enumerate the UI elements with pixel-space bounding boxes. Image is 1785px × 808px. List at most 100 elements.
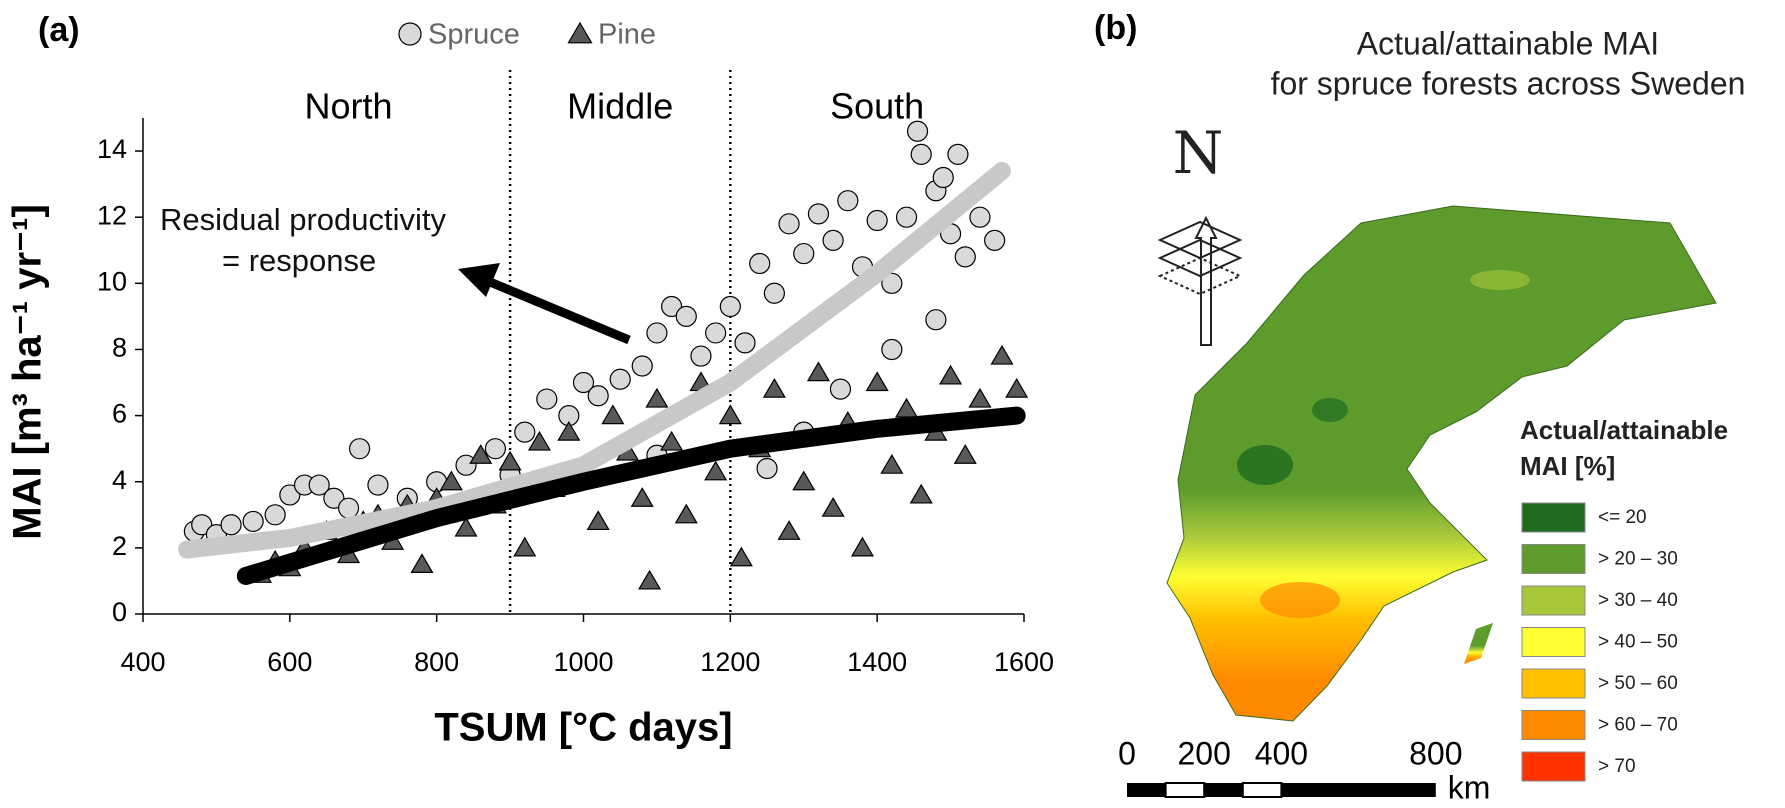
spruce-point: [191, 514, 213, 536]
spruce-point: [734, 332, 756, 354]
pine-point: [513, 536, 537, 557]
spruce-point: [323, 487, 345, 509]
y-tick-label: 8: [112, 333, 127, 363]
spruce-point: [925, 309, 947, 331]
spruce-point: [367, 474, 389, 496]
spruce-point: [572, 371, 595, 394]
legend-title: Actual/attainable: [1520, 415, 1728, 445]
pine-point: [880, 454, 904, 474]
spruce-point: [866, 209, 888, 232]
pine-point: [718, 404, 742, 425]
x-tick-label: 1000: [553, 647, 613, 677]
pine-point: [454, 516, 478, 537]
x-tick-label: 1400: [847, 647, 907, 677]
pine-point: [939, 364, 963, 385]
spruce-point: [609, 368, 631, 390]
trend-line: [236, 406, 1026, 585]
x-tick-label: 1600: [994, 647, 1054, 677]
spruce-point: [910, 143, 932, 165]
legend-label: > 20 – 30: [1598, 549, 1678, 570]
panel-label: (a): [38, 11, 80, 49]
legend-swatch: [1521, 502, 1586, 533]
pine-point: [527, 430, 551, 451]
legend-label: <= 20: [1598, 507, 1647, 528]
panel-label: (b): [1094, 9, 1137, 47]
legend-swatch: [1521, 627, 1586, 657]
region-label: South: [830, 86, 924, 127]
legend-label: > 60 – 70: [1598, 715, 1678, 736]
annotation-arrowhead: [458, 263, 500, 297]
spruce-point: [348, 438, 371, 460]
spruce-point: [763, 282, 785, 304]
spruce-point: [947, 143, 969, 165]
trend-line: [178, 161, 1011, 559]
pine-point: [821, 496, 845, 517]
sweden-map: [1166, 205, 1717, 722]
y-tick-label: 10: [97, 266, 127, 296]
map-patch: [1260, 582, 1340, 618]
map-patch: [1312, 398, 1348, 422]
legend-label: > 70: [1598, 756, 1636, 777]
pine-point: [601, 404, 625, 425]
pine-point: [953, 444, 977, 464]
spruce-point: [837, 190, 859, 212]
legend-label: > 40 – 50: [1598, 632, 1678, 653]
spruce-point: [984, 229, 1006, 251]
spruce-point: [631, 355, 653, 377]
pine-point: [645, 387, 669, 408]
x-axis-title: TSUM [°C days]: [434, 706, 732, 750]
spruce-point: [536, 388, 558, 410]
legend-swatch: [1521, 585, 1586, 616]
y-tick-label: 12: [97, 200, 127, 230]
pine-point: [586, 510, 610, 531]
spruce-point: [969, 206, 991, 228]
map-patch: [1237, 445, 1293, 485]
legend-label: > 30 – 40: [1598, 590, 1678, 611]
legend-swatch: [1521, 751, 1586, 782]
x-tick-label: 1200: [700, 647, 760, 677]
pine-point: [1005, 377, 1029, 398]
spruce-point: [749, 252, 771, 275]
spruce-point: [514, 421, 536, 443]
spruce-point: [829, 378, 852, 400]
y-axis-title: MAI [m³ ha⁻¹ yr⁻¹]: [6, 204, 50, 540]
scale-label: 0: [1118, 735, 1136, 771]
spruce-point: [756, 457, 778, 480]
pine-point: [469, 444, 493, 464]
legend-swatch: [1521, 544, 1586, 574]
scale-label: 800: [1409, 735, 1462, 771]
region-label: Middle: [567, 86, 673, 127]
annotation-arrow-shaft: [488, 277, 631, 345]
annotation: Residual productivity: [160, 202, 447, 237]
spruce-point: [242, 510, 264, 533]
y-tick-label: 4: [112, 465, 127, 495]
legend-label: > 50 – 60: [1598, 673, 1678, 694]
pine-point: [410, 553, 434, 573]
pine-point: [850, 536, 875, 557]
pine-point: [777, 520, 801, 540]
legend-label: Spruce: [428, 19, 520, 51]
spruce-point: [954, 246, 976, 268]
spruce-point: [675, 305, 697, 327]
spruce-point: [881, 338, 903, 361]
north-arrow: [1157, 215, 1243, 346]
pine-point: [968, 387, 992, 408]
spruce-point: [719, 295, 741, 318]
x-tick-label: 400: [120, 647, 165, 677]
spruce-point: [906, 120, 929, 142]
pine-point: [557, 420, 581, 441]
pine-point: [674, 503, 698, 524]
spruce-point: [279, 484, 301, 506]
spruce-point: [308, 474, 330, 496]
spruce-point: [807, 203, 830, 225]
spruce-point: [778, 213, 800, 235]
x-tick-label: 800: [414, 647, 459, 677]
pine-point: [729, 546, 753, 567]
pine-point: [792, 470, 816, 491]
spruce-point: [932, 166, 954, 189]
x-tick-label: 600: [267, 647, 312, 677]
y-tick-label: 0: [112, 597, 127, 627]
pine-point: [638, 569, 662, 590]
spruce-point: [895, 206, 918, 228]
